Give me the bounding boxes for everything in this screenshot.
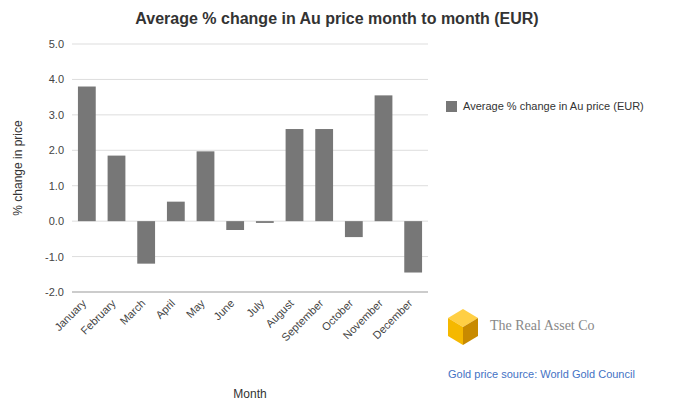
bar xyxy=(226,221,244,230)
y-tick-label: 0.0 xyxy=(49,215,64,227)
y-tick-label: 3.0 xyxy=(49,109,64,121)
y-tick-label: -2.0 xyxy=(45,286,64,298)
logo-icon xyxy=(463,318,478,345)
y-tick-label: 4.0 xyxy=(49,73,64,85)
x-axis-label: Month xyxy=(233,387,266,401)
grid-line xyxy=(72,79,428,80)
y-tick-label: 2.0 xyxy=(49,144,64,156)
grid-line xyxy=(72,256,428,257)
company-text: The Real Asset Co xyxy=(490,318,595,333)
legend: Average % change in Au price (EUR) xyxy=(446,100,644,112)
x-tick-label: March xyxy=(117,297,147,327)
bar xyxy=(315,129,333,221)
x-tick-label: December xyxy=(370,297,415,342)
logo xyxy=(448,309,478,345)
bar xyxy=(167,202,185,221)
x-axis: JanuaryFebruaryMarchAprilMayJuneJulyAugu… xyxy=(52,297,415,344)
bar xyxy=(137,221,155,264)
logo-icon xyxy=(448,318,463,345)
grid-line xyxy=(72,292,428,293)
chart: Average % change in Au price month to mo… xyxy=(0,0,674,409)
bar xyxy=(256,221,274,223)
y-tick-label: 1.0 xyxy=(49,180,64,192)
y-axis-label: % change in price xyxy=(11,120,25,216)
x-tick-label: June xyxy=(211,297,236,322)
bar xyxy=(108,156,126,222)
title: Average % change in Au price month to mo… xyxy=(135,10,538,27)
y-tick-label: -1.0 xyxy=(45,251,64,263)
bar xyxy=(286,129,304,221)
bar xyxy=(345,221,363,237)
bar xyxy=(375,95,393,221)
x-tick-label: April xyxy=(153,297,177,321)
y-tick-label: 5.0 xyxy=(49,38,64,50)
x-tick-label: February xyxy=(78,297,118,337)
x-tick-label: September xyxy=(279,297,326,344)
source-text: Gold price source: World Gold Council xyxy=(448,368,635,380)
bars xyxy=(78,87,422,273)
bar xyxy=(404,221,422,272)
legend-label: Average % change in Au price (EUR) xyxy=(463,100,644,112)
legend-swatch xyxy=(446,101,457,112)
x-axis-line xyxy=(72,292,428,293)
x-tick-label: July xyxy=(244,297,267,320)
bar xyxy=(78,87,96,222)
grid-line xyxy=(72,44,428,45)
x-tick-label: May xyxy=(184,297,208,321)
y-axis: -2.0 -1.0 0.0 1.0 2.0 3.0 4.0 5.0 xyxy=(45,38,428,298)
bar xyxy=(197,151,215,221)
